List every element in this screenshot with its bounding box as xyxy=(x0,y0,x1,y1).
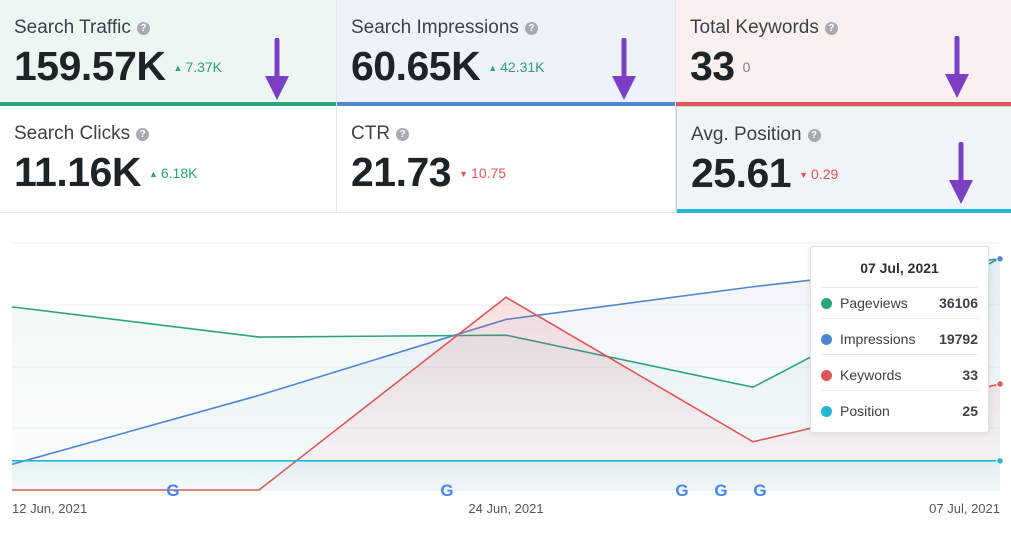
card-value: 33 0 xyxy=(690,43,751,89)
card-accent-bar xyxy=(0,102,336,106)
tooltip-row-pageviews: Pageviews 36106 xyxy=(821,293,978,319)
triangle-up-icon: ▲ xyxy=(488,63,498,73)
series-point-impressions xyxy=(996,255,1004,263)
help-icon[interactable]: ? xyxy=(824,22,838,35)
card-accent-bar xyxy=(337,102,675,106)
triangle-down-icon: ▼ xyxy=(799,170,809,180)
help-icon[interactable]: ? xyxy=(136,128,150,141)
series-area-position xyxy=(12,460,1000,490)
tooltip-row-position: Position 25 xyxy=(821,401,978,427)
google-icon: G xyxy=(753,481,766,500)
card-value: 21.73 ▼ 10.75 xyxy=(351,149,507,195)
arrow-down-icon xyxy=(265,38,289,100)
card-label: Search Clicks? xyxy=(14,123,150,145)
card-delta: ▼ 10.75 xyxy=(459,165,507,181)
legend-dot xyxy=(821,370,832,381)
card-label: CTR? xyxy=(351,123,410,145)
tooltip-row-impressions: Impressions 19792 xyxy=(821,329,978,355)
card-search-clicks[interactable]: Search Clicks? 11.16K ▲ 6.18K xyxy=(0,106,337,213)
arrow-down-icon xyxy=(949,142,973,204)
card-accent-bar xyxy=(677,209,1011,213)
card-value: 60.65K ▲ 42.31K xyxy=(351,43,545,89)
card-label: Total Keywords? xyxy=(690,17,838,39)
stats-cards: Search Traffic? 159.57K ▲ 7.37K Search Imp… xyxy=(0,0,1011,213)
help-icon[interactable]: ? xyxy=(396,128,410,141)
series-point-keywords xyxy=(996,380,1004,388)
x-tick-label: 24 Jun, 2021 xyxy=(468,501,543,516)
card-avg-position[interactable]: Avg. Position? 25.61 ▼ 0.29 xyxy=(676,106,1011,213)
card-value: 25.61 ▼ 0.29 xyxy=(691,150,839,196)
card-delta: ▲ 6.18K xyxy=(148,165,198,181)
card-value: 11.16K ▲ 6.18K xyxy=(14,149,198,195)
card-delta: ▲ 42.31K xyxy=(488,59,545,75)
chart-tooltip: 07 Jul, 2021 Pageviews 36106 Impressions… xyxy=(810,246,989,433)
tooltip-row-keywords: Keywords 33 xyxy=(821,365,978,391)
x-tick-label: 07 Jul, 2021 xyxy=(929,501,1000,516)
arrow-down-icon xyxy=(612,38,636,100)
triangle-up-icon: ▲ xyxy=(173,63,183,73)
card-label: Search Impressions? xyxy=(351,17,538,39)
arrow-down-icon xyxy=(945,36,969,98)
card-delta: 0 xyxy=(742,59,751,75)
card-label: Search Traffic? xyxy=(14,17,150,39)
x-tick-label: 12 Jun, 2021 xyxy=(12,501,87,516)
triangle-down-icon: ▼ xyxy=(459,169,469,179)
help-icon[interactable]: ? xyxy=(136,22,150,35)
google-icon: G xyxy=(675,481,688,500)
card-ctr[interactable]: CTR? 21.73 ▼ 10.75 xyxy=(337,106,676,213)
card-search-traffic[interactable]: Search Traffic? 159.57K ▲ 7.37K xyxy=(0,0,337,106)
card-delta: ▲ 7.37K xyxy=(173,59,223,75)
google-icon: G xyxy=(166,481,179,500)
card-delta: ▼ 0.29 xyxy=(799,166,839,182)
legend-dot xyxy=(821,298,832,309)
legend-dot xyxy=(821,334,832,345)
google-icon: G xyxy=(440,481,453,500)
google-icon: G xyxy=(714,481,727,500)
card-accent-bar xyxy=(676,102,1011,106)
triangle-up-icon: ▲ xyxy=(148,169,158,179)
tooltip-title: 07 Jul, 2021 xyxy=(860,260,939,276)
legend-dot xyxy=(821,406,832,417)
series-point-position xyxy=(996,457,1004,465)
traffic-chart: G G G G G 12 Jun, 2021 24 Jun, 2021 07 Jul, 202… xyxy=(11,242,1004,516)
help-icon[interactable]: ? xyxy=(807,129,821,142)
card-value: 159.57K ▲ 7.37K xyxy=(14,43,223,89)
card-label: Avg. Position? xyxy=(691,124,821,146)
help-icon[interactable]: ? xyxy=(524,22,538,35)
